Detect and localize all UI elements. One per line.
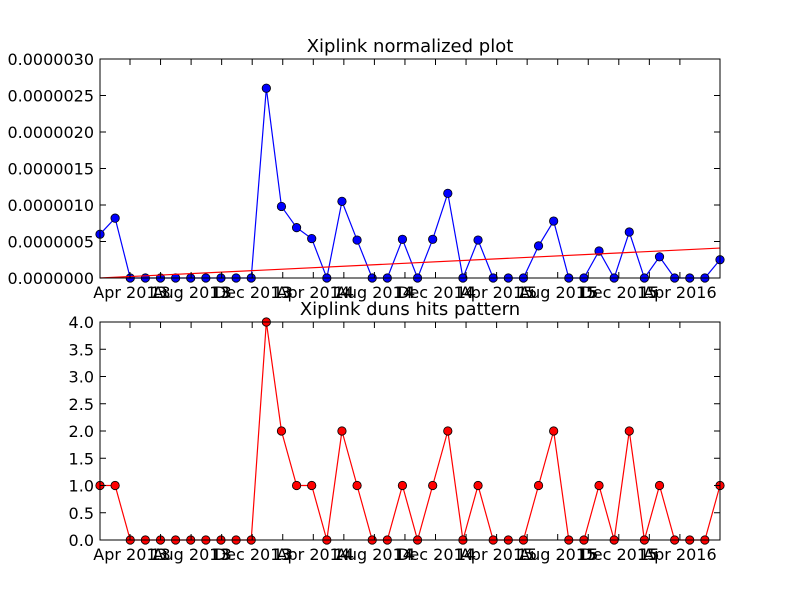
normalized-plot: Xiplink normalized plot 0.0000000 0.000000… — [7, 36, 725, 302]
y-tick-label: 0.0000000 — [7, 269, 94, 288]
x-tick-label: 15 — [639, 545, 659, 564]
x-tick-label: 13 — [211, 283, 231, 302]
y-tick-label: 3.5 — [69, 340, 94, 359]
x-tick-label: Aug 2013 — [153, 545, 230, 564]
data-point — [443, 426, 453, 436]
data-point — [261, 83, 271, 93]
x-tick-label: Dec 2014 — [397, 283, 474, 302]
chart-title: Xiplink normalized plot — [307, 36, 514, 57]
y-tick-label: 0.0000010 — [7, 196, 94, 215]
data-point — [473, 235, 483, 245]
data-point — [276, 426, 287, 436]
data-point — [594, 246, 604, 256]
data-point — [549, 426, 559, 436]
x-tick-label: Dec 2014 — [397, 545, 474, 564]
data-point — [276, 201, 287, 212]
data-point — [337, 426, 347, 436]
data-point — [110, 213, 120, 223]
data-point — [337, 196, 347, 206]
x-tick-label: Apr 2015 — [460, 283, 533, 302]
x-tick-label: Apr 2016 — [643, 545, 716, 564]
data-point — [291, 223, 302, 233]
y-tick-label: 0.0 — [69, 531, 94, 550]
x-tick-label: Aug 2013 — [153, 283, 230, 302]
x-tick-label: Dec 2015 — [580, 283, 657, 302]
x-tick-label: Aug 2015 — [519, 283, 596, 302]
y-tick-label: 0.0000025 — [7, 87, 94, 106]
x-tick-label: Aug 2015 — [519, 545, 596, 564]
data-point — [428, 234, 438, 244]
data-point — [549, 216, 559, 226]
x-tick-label: 13 — [211, 545, 231, 564]
data-point — [291, 480, 302, 491]
x-tick-label: 15 — [517, 283, 537, 302]
data-point — [397, 480, 408, 491]
x-tick-label: Dec 2013 — [214, 545, 291, 564]
y-tick-label: 3.0 — [69, 368, 94, 387]
x-tick-label: 14 — [395, 545, 415, 564]
data-point — [352, 480, 362, 491]
data-point — [397, 234, 408, 244]
y-tick-label: 4.0 — [69, 313, 94, 332]
x-tick-label: 13 — [273, 283, 293, 302]
y-tick-label: 0.0000030 — [7, 50, 94, 69]
chart-title: Xiplink duns hits pattern — [300, 299, 520, 320]
data-point — [110, 480, 120, 491]
data-point — [307, 480, 317, 491]
y-tick-label: 0.0000005 — [7, 233, 94, 252]
y-tick-label: 1.0 — [69, 477, 94, 496]
x-tick-label: 15 — [517, 545, 537, 564]
x-tick-label: 13 — [150, 283, 170, 302]
data-point — [624, 227, 634, 237]
y-tick-label: 2.0 — [69, 422, 94, 441]
x-tick-label: 13 — [273, 545, 293, 564]
data-point — [533, 241, 544, 251]
data-point — [352, 235, 362, 245]
x-tick-label: Apr 2014 — [277, 283, 350, 302]
y-tick-label: 2.5 — [69, 395, 94, 414]
data-point — [428, 480, 438, 491]
x-tick-label: Apr 2013 — [93, 545, 166, 564]
data-point — [533, 480, 544, 491]
x-tick-label: 14 — [456, 283, 476, 302]
x-tick-label: Apr 2013 — [93, 283, 166, 302]
data-point — [624, 426, 634, 436]
x-tick-label: Dec 2015 — [580, 545, 657, 564]
y-tick-label: 0.0000015 — [7, 160, 94, 179]
x-tick-label: Aug 2014 — [336, 283, 413, 302]
duns-hits-plot: Xiplink duns hits pattern 0.0 0.5 1.0 1.5 2.0… — [69, 299, 725, 564]
trend-line — [99, 247, 721, 279]
y-tick-label: 0.5 — [69, 504, 94, 523]
data-point — [443, 188, 453, 198]
x-tick-label: 14 — [395, 283, 415, 302]
data-point — [473, 480, 483, 491]
x-tick-label: 13 — [150, 545, 170, 564]
x-tick-label: Dec 2013 — [214, 283, 291, 302]
data-point — [654, 252, 665, 262]
x-tick-label: 15 — [639, 283, 659, 302]
x-tick-label: 15 — [578, 545, 598, 564]
x-tick-label: 14 — [334, 283, 354, 302]
data-point — [654, 480, 665, 491]
y-tick-label: 1.5 — [69, 449, 94, 468]
x-tick-label: 14 — [334, 545, 354, 564]
x-tick-label: Apr 2016 — [643, 283, 716, 302]
data-point — [307, 233, 317, 244]
x-tick-label: Aug 2014 — [336, 545, 413, 564]
x-tick-label: Apr 2015 — [460, 545, 533, 564]
x-tick-label: 14 — [456, 545, 476, 564]
x-tick-label: Apr 2014 — [277, 545, 350, 564]
x-tick-label: 15 — [578, 283, 598, 302]
data-point — [594, 480, 604, 491]
y-tick-label: 0.0000020 — [7, 123, 94, 142]
